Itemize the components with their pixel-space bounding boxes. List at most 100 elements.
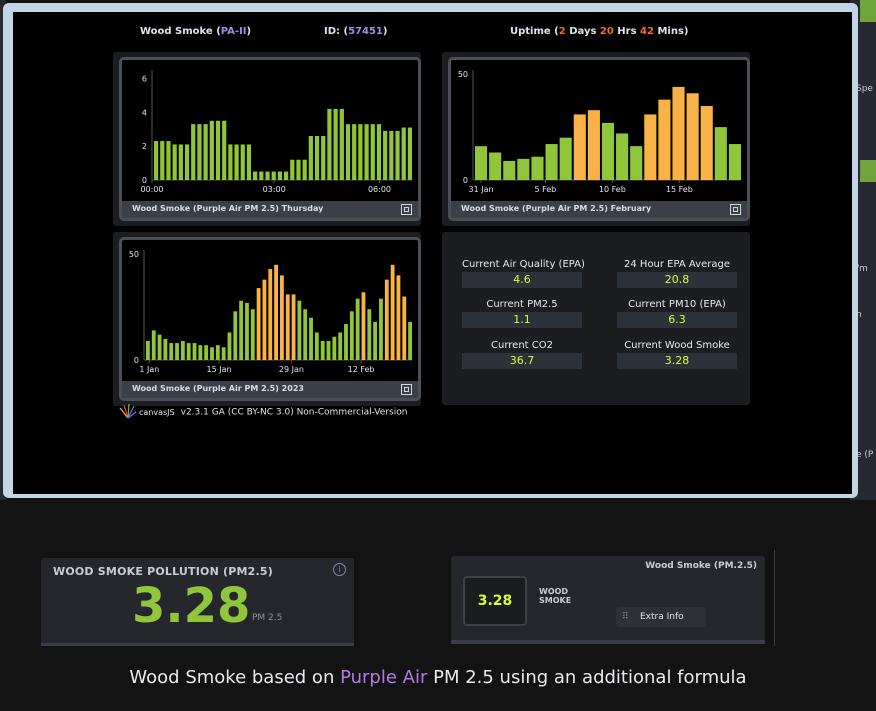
info-icon[interactable]: i: [333, 563, 346, 576]
bar: [302, 159, 307, 180]
bar: [503, 160, 516, 180]
chart-february-plot: 0 50 31 Jan 5 Feb 10 Feb 15 Feb: [458, 70, 741, 194]
bar: [728, 144, 741, 180]
chart-february[interactable]: 0 50 31 Jan 5 Feb 10 Feb 15 Feb Wood Smoke (P…: [448, 57, 750, 221]
wood-smoke-value: 3.28: [132, 578, 251, 634]
extra-info-button[interactable]: ⠿ Extra Info: [616, 607, 706, 627]
chart-year-plot: 0 50 1 Jan 15 Jan 29 Jan 12 Feb: [129, 250, 412, 374]
bar: [384, 279, 389, 360]
x-tick-label: 00:00: [140, 185, 163, 194]
bar: [686, 93, 699, 180]
bar: [215, 120, 221, 180]
x-tick-label: 12 Feb: [348, 365, 375, 374]
bar: [338, 332, 343, 360]
bar: [616, 133, 629, 180]
bar: [601, 122, 615, 180]
bar: [268, 269, 273, 360]
expand-icon[interactable]: [401, 384, 412, 395]
stat-pm10: Current PM10 (EPA) 6.3: [617, 299, 737, 328]
y-tick-label: 0: [142, 176, 147, 185]
bar: [203, 124, 208, 180]
bar: [160, 141, 165, 180]
bar: [379, 298, 383, 360]
bar: [376, 124, 382, 180]
bar: [349, 311, 354, 360]
bar: [401, 127, 406, 180]
expand-icon[interactable]: [730, 204, 741, 215]
widget-value[interactable]: 3.28: [463, 576, 527, 626]
bar: [239, 300, 244, 360]
y-tick-label: 50: [129, 250, 139, 259]
widget-label: WOOD SMOKE: [539, 587, 572, 605]
bar: [154, 141, 159, 180]
bar: [361, 292, 366, 360]
bar: [227, 332, 232, 360]
bar: [197, 124, 202, 180]
bar: [408, 321, 412, 360]
bar: [370, 124, 375, 180]
bar: [274, 264, 278, 360]
bar: [559, 137, 572, 180]
bar: [352, 124, 357, 180]
bar: [215, 345, 220, 360]
canvasjs-credit[interactable]: canvasJS v2.3.1 GA (CC BY-NC 3.0) Non-Com…: [119, 404, 407, 420]
x-tick-label: 29 Jan: [279, 365, 304, 374]
stat-pm25: Current PM2.5 1.1: [462, 299, 582, 328]
bar: [367, 309, 372, 360]
chart-caption: Wood Smoke (Purple Air PM 2.5) February: [451, 201, 747, 218]
bar: [265, 171, 270, 180]
background-stripe: [860, 0, 876, 22]
chart-year[interactable]: 0 50 1 Jan 15 Jan 29 Jan 12 Feb Wood Smoke (P…: [119, 237, 421, 401]
bar: [339, 108, 344, 180]
x-tick-label: 10 Feb: [599, 185, 626, 194]
chart-caption: Wood Smoke (Purple Air PM 2.5) Thursday: [122, 201, 418, 218]
bar: [389, 130, 394, 180]
chart-thursday-plot: 0 2 4 6 00:00 03:00 06:00: [140, 70, 412, 194]
bar: [146, 340, 150, 360]
wood-smoke-widget: Wood Smoke (PM.2.5) 3.28 WOOD SMOKE ⠿ Extr…: [451, 556, 765, 644]
x-tick-label: 31 Jan: [469, 185, 494, 194]
bar: [151, 330, 156, 360]
bar: [297, 300, 302, 360]
bar: [630, 146, 643, 180]
bar: [169, 343, 174, 360]
bar: [262, 279, 267, 360]
bar: [157, 334, 162, 360]
chart-thursday[interactable]: 0 2 4 6 00:00 03:00 06:00 Wood Smoke (Purple A…: [119, 57, 421, 221]
bar: [308, 136, 313, 180]
purple-air-link[interactable]: Purple Air: [340, 667, 428, 688]
bar: [303, 309, 308, 360]
bar: [517, 158, 530, 180]
expand-icon[interactable]: [401, 204, 412, 215]
bar: [233, 311, 238, 360]
card-divider: [41, 643, 354, 646]
bar: [364, 124, 369, 180]
bar: [204, 345, 209, 360]
chart-panel-year: 0 50 1 Jan 15 Jan 29 Jan 12 Feb Wood Smoke (P…: [113, 232, 421, 406]
sensor-model: PA-II: [220, 26, 247, 37]
bar: [222, 120, 227, 180]
bar: [180, 340, 185, 360]
bar: [178, 144, 183, 180]
bar: [259, 171, 264, 180]
bar: [475, 146, 488, 180]
bar: [285, 294, 290, 360]
bar: [333, 108, 338, 180]
y-tick-label: 4: [142, 108, 147, 117]
background-text: n: [856, 310, 862, 320]
bar: [234, 144, 239, 180]
background-text: /m: [856, 264, 868, 274]
bar: [309, 317, 313, 360]
bar: [198, 345, 203, 360]
bar: [700, 105, 713, 180]
bar: [326, 340, 331, 360]
bar: [545, 144, 558, 180]
bar: [284, 171, 289, 180]
x-tick-label: 15 Jan: [207, 365, 232, 374]
x-tick-label: 5 Feb: [534, 185, 556, 194]
bar: [573, 114, 586, 180]
vertical-divider: [774, 550, 775, 646]
bar: [390, 264, 395, 360]
canvasjs-logo-icon: [119, 404, 137, 419]
x-tick-label: 15 Feb: [666, 185, 693, 194]
